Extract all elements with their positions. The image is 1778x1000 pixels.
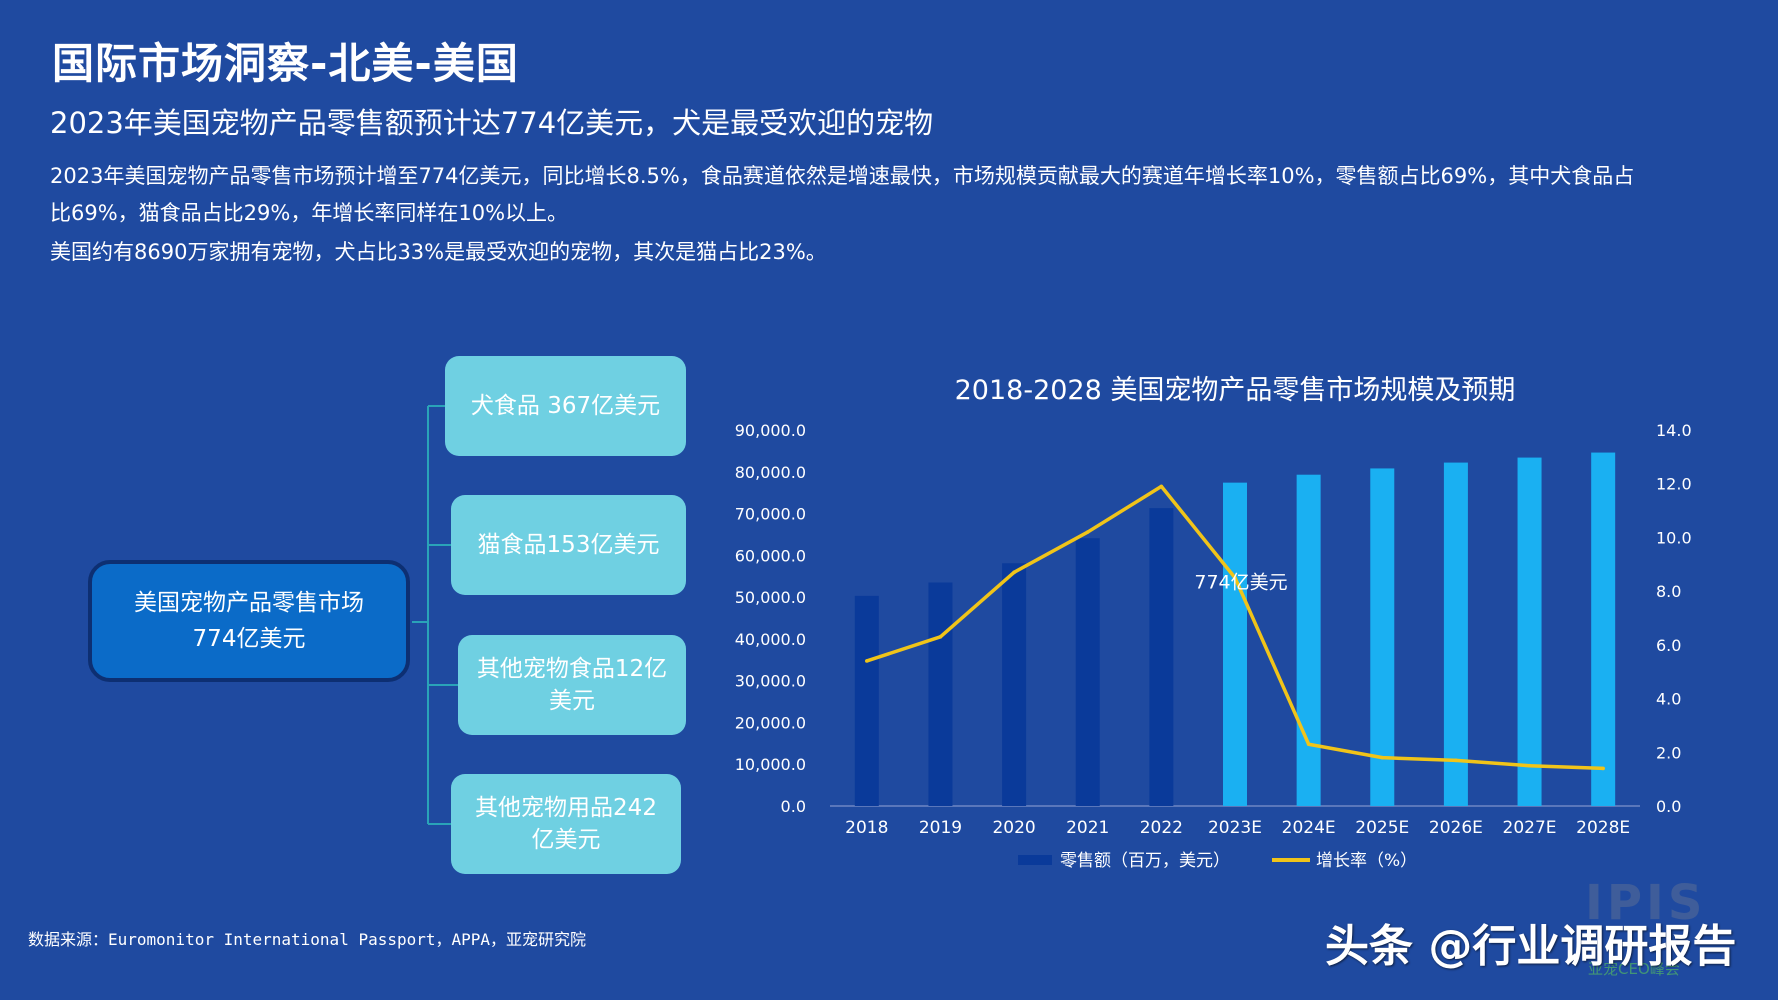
page-title: 国际市场洞察-北美-美国 (52, 39, 519, 88)
summary-paragraph-2: 美国约有8690万家拥有宠物，犬占比33%是最受欢迎的宠物，其次是猫占比23%。 (50, 240, 827, 264)
right-axis-tick-label: 14.0 (1656, 421, 1692, 440)
legend-label-retail: 零售额（百万，美元） (1060, 851, 1230, 871)
root-market-value: 774亿美元 (192, 626, 306, 652)
bar-retail-2020 (1002, 563, 1027, 806)
bar-retail-2023E (1223, 482, 1247, 806)
leaf-dog-food: 犬食品 367亿美元 (445, 356, 686, 456)
bar-retail-2024E (1296, 474, 1321, 806)
left-axis-tick-label: 0.0 (781, 797, 806, 816)
growth-rate-point-2026E (1454, 758, 1458, 763)
left-axis-tick-label: 70,000.0 (735, 505, 806, 524)
right-axis-tick-label: 6.0 (1656, 636, 1681, 655)
growth-rate-point-2025E (1380, 755, 1385, 760)
growth-rate-point-2022 (1159, 484, 1164, 489)
growth-rate-point-2018 (865, 659, 869, 663)
leaf-other-pet-food: 其他宠物食品12亿美元 (458, 635, 686, 735)
growth-rate-point-2021 (1085, 530, 1090, 534)
growth-rate-point-2028E (1601, 766, 1605, 771)
bar-retail-2018 (854, 595, 879, 806)
bar-retail-2019 (928, 582, 953, 806)
bar-annotation-2023E: 774亿美元 (1194, 572, 1287, 594)
left-axis-tick-label: 80,000.0 (735, 463, 806, 482)
leaf-cat-food: 猫食品153亿美元 (451, 495, 686, 595)
right-axis-tick-label: 2.0 (1656, 743, 1681, 762)
bar-retail-2027E (1517, 457, 1542, 806)
x-axis-tick-label: 2018 (845, 818, 888, 838)
x-axis-tick-label: 2023E (1208, 818, 1262, 838)
left-axis-tick-label: 90,000.0 (735, 421, 806, 440)
x-axis-tick-label: 2022 (1140, 818, 1183, 838)
watermark-text: 头条 @行业调研报告 (1325, 921, 1737, 972)
root-market-label: 美国宠物产品零售市场 (134, 590, 364, 616)
right-axis-tick-label: 4.0 (1656, 690, 1681, 709)
growth-rate-point-2027E (1527, 763, 1532, 768)
x-axis-tick-label: 2021 (1066, 818, 1109, 838)
left-axis-tick-label: 40,000.0 (735, 630, 806, 649)
growth-rate-point-2024E (1306, 742, 1311, 747)
x-axis-tick-label: 2024E (1282, 818, 1336, 838)
bar-retail-2028E (1591, 452, 1616, 806)
data-source-note: 数据来源：Euromonitor International Passport，… (28, 930, 587, 949)
x-axis-tick-label: 2020 (992, 818, 1035, 838)
x-axis-tick-label: 2025E (1355, 818, 1409, 838)
left-axis-tick-label: 20,000.0 (735, 713, 806, 732)
x-axis-tick-label: 2027E (1503, 818, 1557, 838)
left-axis-tick-label: 60,000.0 (735, 546, 806, 565)
right-axis-tick-label: 12.0 (1656, 475, 1692, 494)
right-axis-tick-label: 0.0 (1656, 797, 1681, 816)
chart-title: 2018-2028 美国宠物产品零售市场规模及预期 (955, 375, 1516, 406)
ipis-logo: IPIS (1585, 875, 1707, 931)
right-axis-tick-label: 8.0 (1656, 582, 1681, 601)
growth-rate-point-2019 (938, 635, 943, 639)
summary-paragraph-1: 2023年美国宠物产品零售市场预计增至774亿美元，同比增长8.5%，食品赛道依… (50, 164, 1635, 225)
bar-retail-2026E (1443, 462, 1468, 806)
bar-retail-2021 (1075, 538, 1100, 806)
legend-swatch-retail (1018, 855, 1052, 865)
growth-rate-point-2020 (1012, 570, 1016, 575)
right-axis-tick-label: 10.0 (1656, 528, 1692, 547)
bar-retail-2025E (1370, 468, 1395, 806)
x-axis-tick-label: 2019 (919, 818, 962, 838)
bar-retail-2022 (1149, 508, 1174, 806)
growth-rate-point-2023E (1233, 575, 1237, 580)
ipis-logo-subtitle: 亚宠CEO峰会 (1588, 960, 1680, 978)
left-axis-tick-label: 50,000.0 (735, 588, 806, 607)
root-market-box: 美国宠物产品零售市场 774亿美元 (88, 560, 410, 682)
left-axis-tick-label: 10,000.0 (735, 755, 806, 774)
x-axis-tick-label: 2026E (1429, 818, 1483, 838)
x-axis-tick-label: 2028E (1576, 818, 1630, 838)
leaf-other-pet-supplies: 其他宠物用品242亿美元 (451, 774, 681, 874)
legend-label-growth: 增长率（%） (1316, 851, 1417, 871)
page-subtitle: 2023年美国宠物产品零售额预计达774亿美元，犬是最受欢迎的宠物 (50, 106, 934, 140)
left-axis-tick-label: 30,000.0 (735, 672, 806, 691)
